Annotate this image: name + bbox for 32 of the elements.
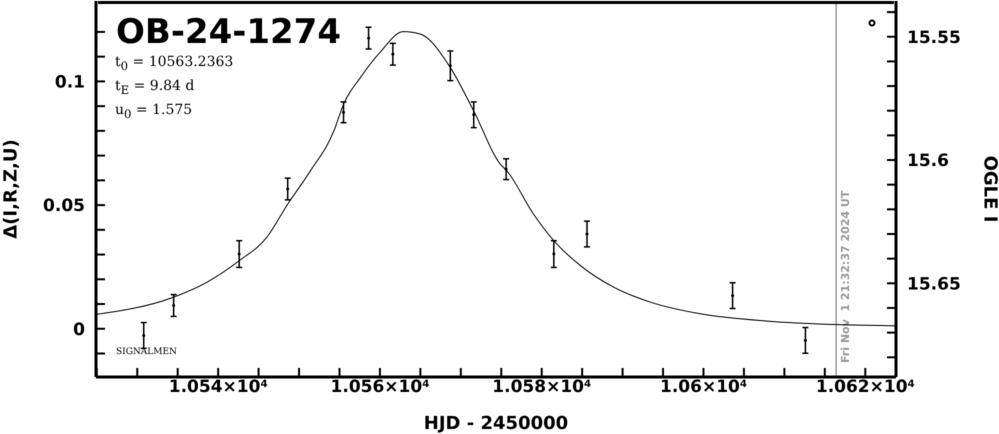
point <box>552 252 556 256</box>
annotation: Fri Nov 1 21:32:37 2024 UT <box>839 190 852 363</box>
point <box>804 338 807 342</box>
chart-title: OB-24-1274 <box>116 12 341 52</box>
y2-tick-label: 15.65 <box>907 274 961 294</box>
x-tick-label: 1.054×10$^{4}$ <box>168 377 268 397</box>
x-tick-label: 1.062×10$^{4}$ <box>816 377 915 397</box>
y-axis-title: Δ(I,R,Z,U) <box>0 139 22 239</box>
annotation: SIGNALMEN <box>116 347 177 358</box>
point <box>142 334 146 337</box>
point <box>172 304 176 308</box>
x-axis-title: HJD - 2450000 <box>424 413 568 434</box>
y-tick-label: 0.05 <box>43 196 85 216</box>
x-tick-label: 1.06×10$^{4}$ <box>660 377 747 397</box>
y2-tick-label: 15.6 <box>907 151 949 172</box>
annotation: t$_{E}$ = 9.84 d <box>115 77 194 99</box>
point <box>367 36 370 40</box>
y2-axis-title: OGLE I <box>980 156 999 222</box>
point <box>391 52 394 56</box>
y2-tick-label: 15.55 <box>907 28 961 48</box>
point <box>286 188 290 190</box>
point <box>731 294 734 298</box>
point <box>448 64 452 68</box>
x-tick-label: 1.056×10$^{4}$ <box>330 377 430 397</box>
annotation: t$_{0}$ = 10563.2363 <box>115 53 234 75</box>
x-tick-label: 1.058×10$^{4}$ <box>492 377 592 397</box>
point <box>472 113 476 116</box>
annotation: u$_{0}$ = 1.575 <box>115 101 192 123</box>
point <box>504 168 508 171</box>
point <box>238 252 241 256</box>
y-tick-label: 0 <box>73 320 86 340</box>
y-tick-label: 0.1 <box>54 72 85 92</box>
